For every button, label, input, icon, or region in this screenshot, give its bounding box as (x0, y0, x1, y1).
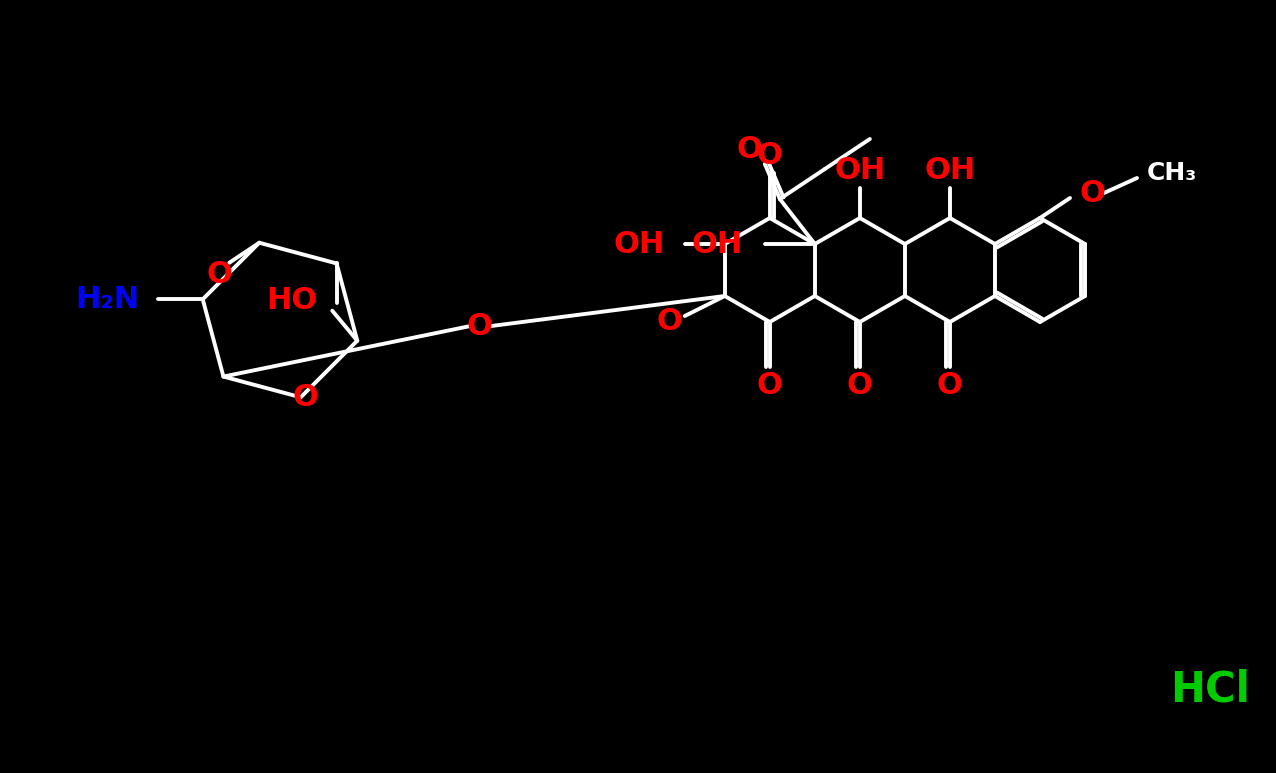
Text: HCl: HCl (1170, 669, 1250, 711)
Text: HO: HO (265, 286, 318, 315)
Text: O: O (757, 370, 782, 400)
Text: O: O (657, 307, 683, 335)
Text: O: O (1079, 179, 1105, 207)
Text: O: O (847, 370, 873, 400)
Text: H₂N: H₂N (75, 284, 140, 314)
Text: OH: OH (835, 155, 886, 185)
Text: O: O (738, 135, 763, 164)
Text: OH: OH (614, 230, 665, 258)
Text: OH: OH (924, 155, 976, 185)
Text: O: O (937, 370, 963, 400)
Text: CH₃: CH₃ (1147, 161, 1197, 185)
Text: O: O (207, 261, 232, 289)
Text: OH: OH (692, 230, 743, 258)
Text: O: O (757, 141, 782, 169)
Text: O: O (292, 383, 319, 412)
Text: O: O (466, 312, 493, 341)
